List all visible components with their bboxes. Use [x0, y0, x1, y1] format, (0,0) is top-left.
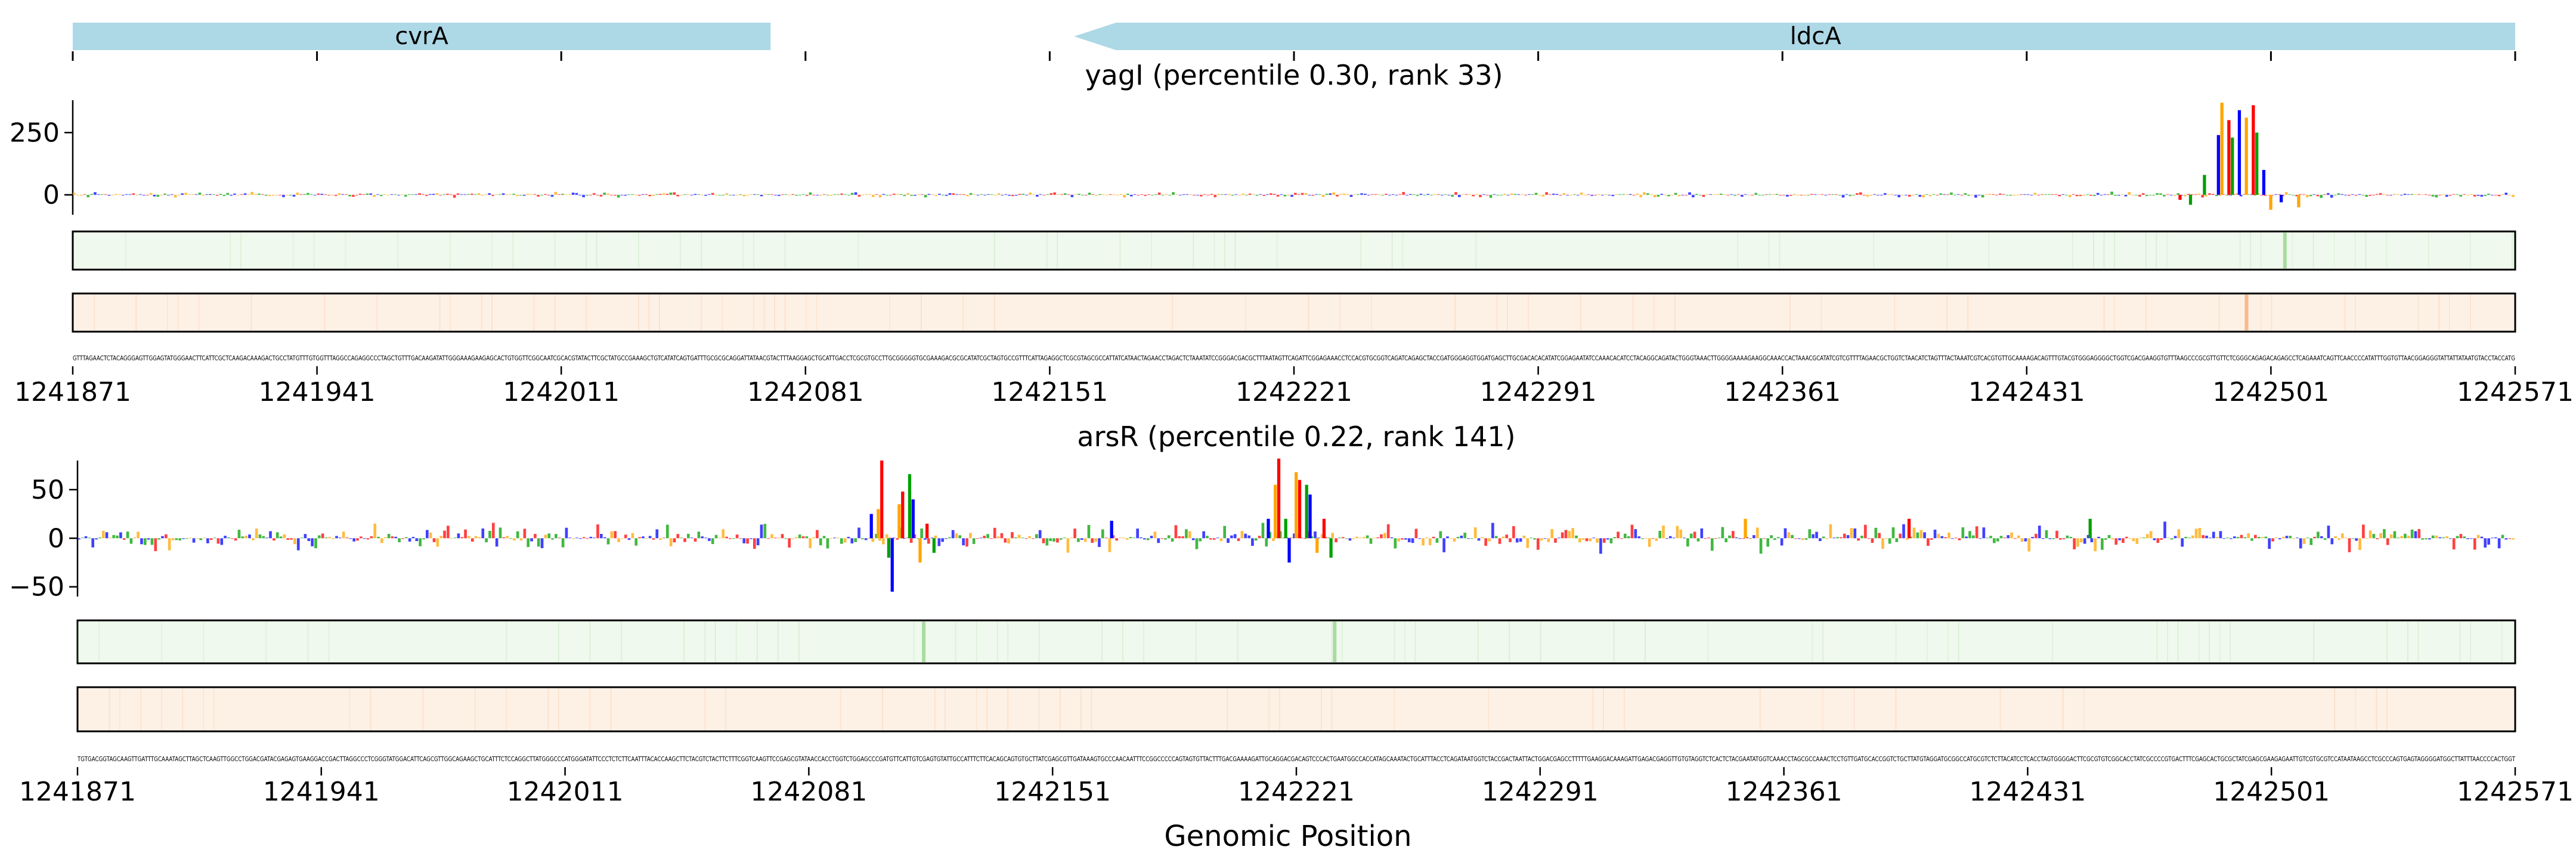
- attribution-peak: [2255, 132, 2259, 195]
- sequence-strip: GTTTAGAACTCTACAGGGAGTTGGAGTATGGGAACTTCAT…: [73, 354, 2515, 362]
- x-tick-label: 1241941: [263, 777, 380, 807]
- attribution-peak: [1284, 518, 1287, 539]
- attribution-peak: [869, 514, 873, 539]
- track1-highlight: [922, 622, 926, 662]
- attribution-peak: [897, 504, 901, 539]
- gene-annotation-track: cvrA ldcA: [72, 23, 2516, 61]
- attribution-peak: [901, 492, 905, 539]
- x-tick-label: 1242501: [2212, 377, 2329, 407]
- attribution-peak: [2088, 518, 2092, 539]
- y-tick-label: 250: [10, 118, 60, 148]
- gene-ldcA: [1074, 23, 2516, 50]
- attribution-peak: [2237, 110, 2241, 195]
- y-tick-label: −50: [9, 572, 64, 602]
- attribution-peak: [2297, 194, 2301, 208]
- x-tick-label: 1242011: [507, 777, 624, 807]
- attribution-peak: [2231, 137, 2234, 195]
- panels: yagI (percentile 0.30, rank 33) 0 250 GTTTA…: [9, 59, 2574, 807]
- x-tick-label: 1241871: [19, 777, 136, 807]
- attribution-peak: [1287, 538, 1291, 563]
- x-tick-label: 1242291: [1482, 777, 1599, 807]
- track2-highlight: [2244, 295, 2249, 330]
- attribution-peak: [1308, 495, 1312, 539]
- x-tick-label: 1242361: [1724, 377, 1841, 407]
- attribution-peak: [887, 538, 891, 558]
- x-tick-label: 1242221: [1238, 777, 1355, 807]
- x-tick-label: 1242081: [747, 377, 864, 407]
- panel-title: yagI (percentile 0.30, rank 33): [1085, 59, 1503, 91]
- attribution-peak: [1295, 472, 1298, 539]
- panel-2: arsR (percentile 0.22, rank 141) −50 0 50 TG…: [9, 421, 2574, 807]
- attribution-peak: [880, 461, 884, 539]
- x-tick-label: 1242291: [1480, 377, 1597, 407]
- heatmap-track1: [76, 619, 2516, 665]
- panel-title: arsR (percentile 0.22, rank 141): [1077, 421, 1515, 453]
- gene-label-cvrA: cvrA: [395, 23, 448, 50]
- y-tick-label: 0: [48, 523, 64, 554]
- y-tick-label: 0: [43, 180, 60, 211]
- attribution-peak: [2216, 135, 2220, 195]
- attribution-peak: [2262, 169, 2266, 195]
- x-tick-label: 1241941: [259, 377, 376, 407]
- attribution-peak: [1277, 458, 1281, 539]
- attribution-background: [73, 191, 2515, 198]
- heatmap-track2: [72, 292, 2516, 333]
- attribution-peak: [908, 474, 912, 539]
- attribution-peak: [1329, 538, 1333, 558]
- x-tick-label: 1242221: [1236, 377, 1352, 407]
- sequence-strip: TGTGACGGTAGCAAGTTGATTTGCAAATAGCTTAGCTCAA…: [77, 755, 2515, 763]
- attribution-peak: [2203, 175, 2206, 195]
- gene-cvrA: [73, 23, 771, 50]
- x-tick-label: 1242081: [750, 777, 867, 807]
- attribution-peak: [2269, 194, 2272, 210]
- attribution-peak: [1274, 484, 1277, 539]
- attribution-peak: [890, 538, 894, 592]
- attribution-peak: [1744, 518, 1747, 539]
- x-tick-label: 1242571: [2457, 777, 2574, 807]
- attribution-peak: [2220, 103, 2224, 195]
- attribution-peak: [1322, 518, 1326, 539]
- track1-highlight: [2283, 233, 2287, 268]
- attribution-peak: [925, 523, 929, 539]
- x-tick-label: 1242501: [2213, 777, 2330, 807]
- x-tick-label: 1242431: [1969, 777, 2086, 807]
- attribution-peak: [2252, 105, 2255, 195]
- x-tick-label: 1242431: [1968, 377, 2085, 407]
- attribution-peak: [911, 499, 915, 539]
- svg-text:TGTGACGGTAGCAAGTTGATTTGCAAATAG: TGTGACGGTAGCAAGTTGATTTGCAAATAGCTTAGCTCAA…: [77, 755, 2515, 763]
- x-tick-label: 1242151: [991, 377, 1108, 407]
- attribution-peak: [877, 509, 880, 539]
- attribution-peak: [918, 538, 922, 563]
- attribution-peak: [2244, 118, 2248, 195]
- attribution-peak: [2188, 194, 2193, 205]
- attribution-peak: [2280, 194, 2283, 203]
- panel-1: yagI (percentile 0.30, rank 33) 0 250 GTTTA…: [10, 59, 2574, 407]
- attribution-peak: [1305, 484, 1308, 539]
- attribution-peak: [1315, 538, 1319, 553]
- heatmap-track1: [72, 230, 2516, 271]
- attribution-peak: [2227, 120, 2231, 195]
- attribution-peak: [1298, 480, 1302, 539]
- track1-highlight: [1333, 622, 1337, 662]
- heatmap-track2: [76, 686, 2516, 733]
- attribution-peak: [1907, 518, 1911, 539]
- gene-label-ldcA: ldcA: [1790, 23, 1841, 50]
- y-tick-label: 50: [31, 475, 64, 505]
- x-tick-label: 1241871: [14, 377, 131, 407]
- x-tick-label: 1242011: [503, 377, 620, 407]
- x-tick-label: 1242571: [2457, 377, 2574, 407]
- svg-text:GTTTAGAACTCTACAGGGAGTTGGAGTATG: GTTTAGAACTCTACAGGGAGTTGGAGTATGGGAACTTCAT…: [73, 354, 2515, 362]
- x-tick-label: 1242361: [1726, 777, 1843, 807]
- attribution-peak: [1110, 520, 1113, 539]
- attribution-peak: [1267, 518, 1270, 539]
- x-tick-label: 1242151: [994, 777, 1111, 807]
- attribution-peak: [932, 538, 936, 553]
- x-axis-label: Genomic Position: [1164, 820, 1411, 853]
- attribution-peak: [2178, 194, 2182, 200]
